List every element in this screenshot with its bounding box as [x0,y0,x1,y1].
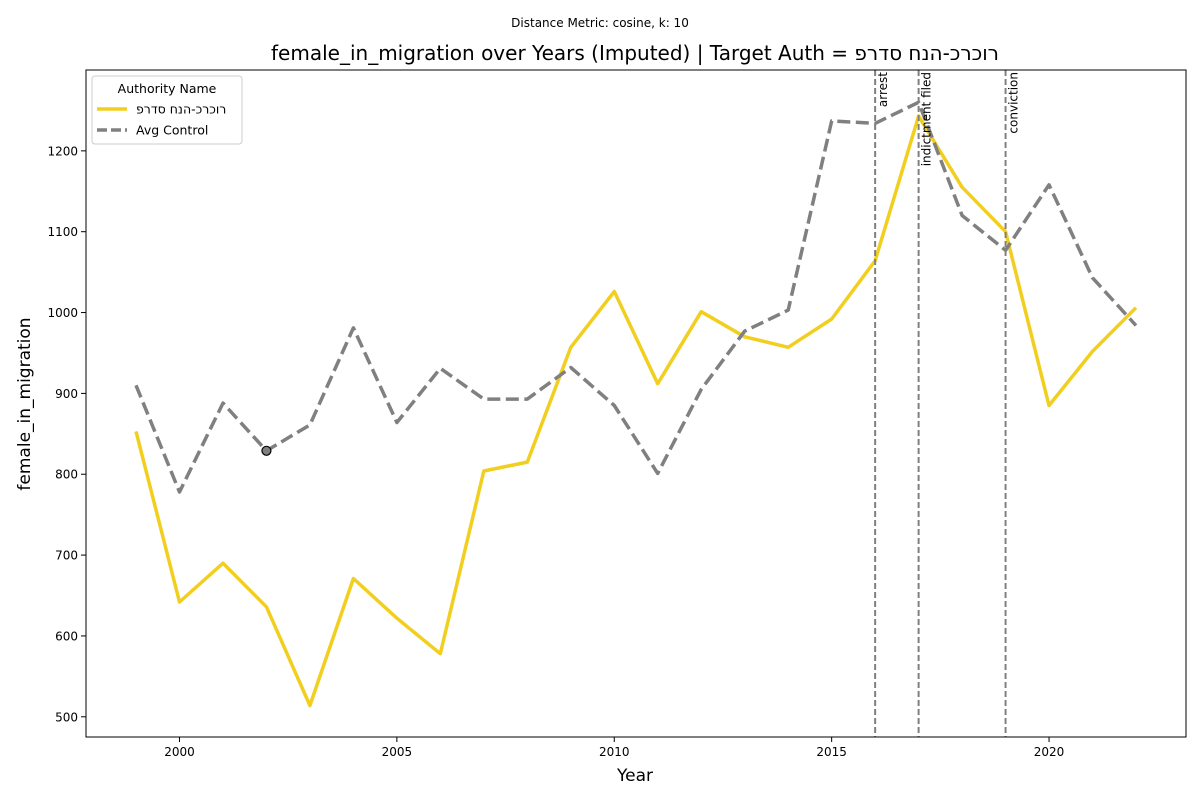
legend-title: Authority Name [118,81,217,96]
event-label-2: conviction [1007,72,1021,134]
highlight-point [261,445,272,456]
legend-label-1: Avg Control [136,123,208,138]
y-tick-label-6: 1100 [47,225,78,239]
plot-area: arrest indictment filed conviction 2000 2005… [47,69,1187,759]
axes-frame [85,69,1187,738]
x-tick-label-1: 2005 [382,745,413,759]
event-label-1: indictment filed [920,72,934,166]
chart-title: female_in_migration over Years (Imputed)… [271,41,999,65]
y-axis-label: female_in_migration [15,317,35,490]
x-tick-label-2: 2010 [599,745,630,759]
y-tick-label-3: 800 [55,468,78,482]
y-tick-label-1: 600 [55,629,78,643]
x-axis-label: Year [616,766,653,786]
y-tick-label-0: 500 [55,710,78,724]
series-line-0 [134,114,1138,708]
event-label-0: arrest [876,72,890,107]
y-tick-label-4: 900 [55,387,78,401]
legend-box [91,75,243,145]
series-line-1 [134,100,1138,494]
chart-suptitle: Distance Metric: cosine, k: 10 [511,16,689,30]
y-tick-label-2: 700 [55,549,78,563]
legend: Authority Name רוכרכ-הנח סדרפ Avg Control [91,75,243,145]
x-tick-label-0: 2000 [164,745,195,759]
x-tick-label-4: 2020 [1034,745,1065,759]
x-tick-label-3: 2015 [816,745,847,759]
y-tick-label-7: 1200 [47,144,78,158]
y-tick-label-5: 1000 [47,306,78,320]
legend-label-0: רוכרכ-הנח סדרפ [136,102,226,117]
